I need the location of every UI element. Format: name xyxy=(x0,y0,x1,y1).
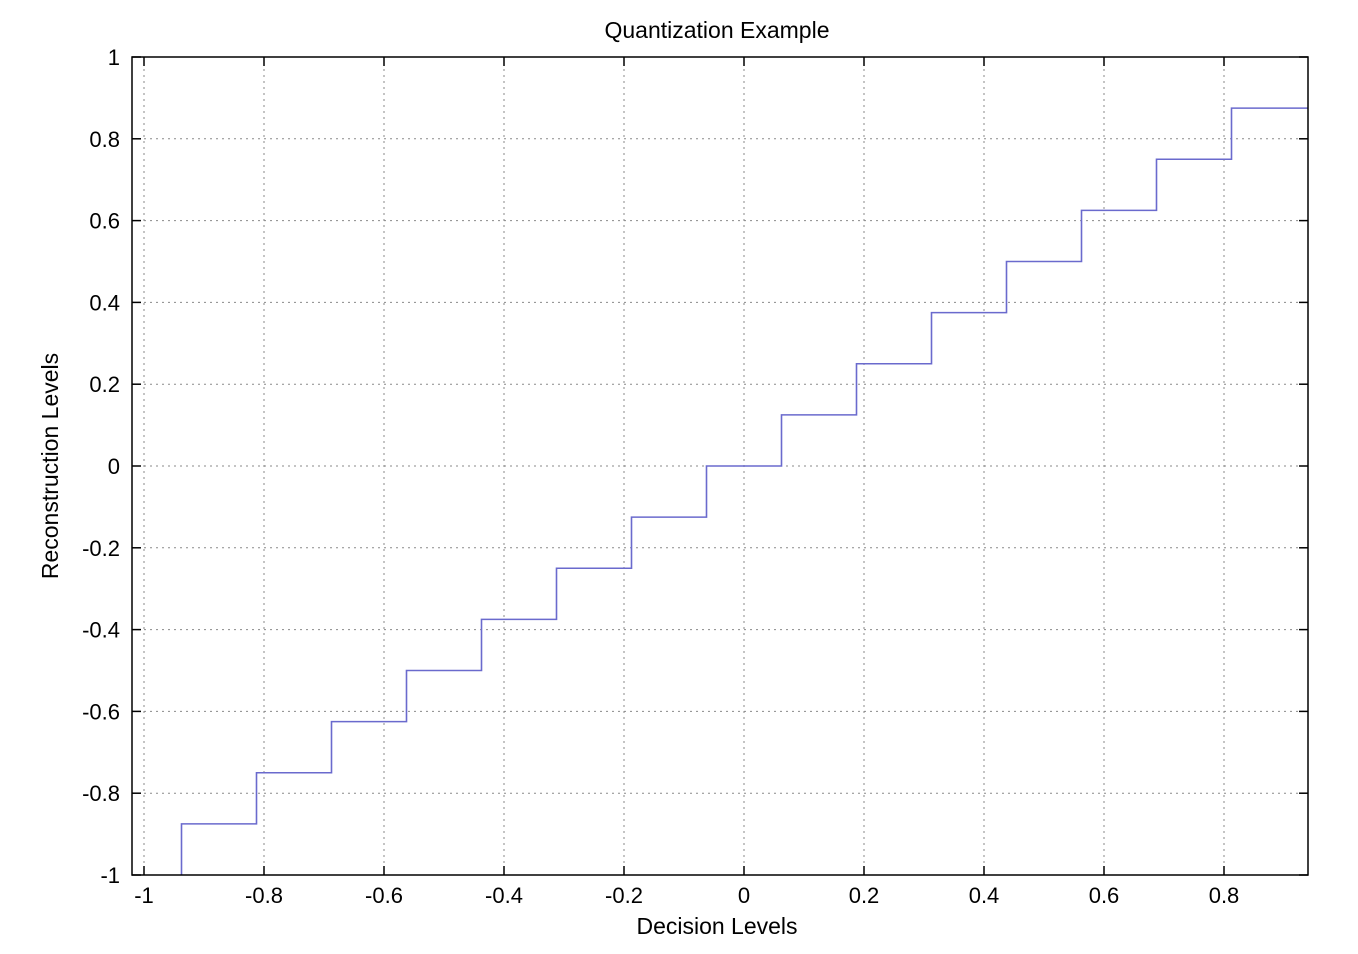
chart-title: Quantization Example xyxy=(604,17,829,43)
x-tick-label: 0.2 xyxy=(849,883,880,908)
x-tick-label: 0 xyxy=(738,883,750,908)
y-tick-labels: -1 -0.8 -0.6 -0.4 -0.2 0 0.2 0.4 0.6 0.8 1 xyxy=(82,45,120,888)
series-layer xyxy=(180,107,1308,875)
y-tick-label: 0.2 xyxy=(89,372,120,397)
y-axis-label: Reconstruction Levels xyxy=(37,353,63,579)
x-tick-labels: -1 -0.8 -0.6 -0.4 -0.2 0 0.2 0.4 0.6 0.8 xyxy=(134,883,1239,908)
x-tick-label: -1 xyxy=(134,883,154,908)
y-tick-label: -0.8 xyxy=(82,781,120,806)
y-tick-label: -0.2 xyxy=(82,536,120,561)
y-tick-label: -0.4 xyxy=(82,618,120,643)
y-tick-label: 0.4 xyxy=(89,290,120,315)
x-tick-label: 0.8 xyxy=(1209,883,1240,908)
x-tick-label: 0.6 xyxy=(1089,883,1120,908)
staircase-series-line xyxy=(180,107,1308,875)
x-tick-label: 0.4 xyxy=(969,883,1000,908)
y-tick-label: -1 xyxy=(100,863,120,888)
y-tick-label: 0 xyxy=(108,454,120,479)
x-tick-label: -0.6 xyxy=(365,883,403,908)
y-tick-label: 0.6 xyxy=(89,209,120,234)
y-tick-label: 0.8 xyxy=(89,127,120,152)
y-tick-label: 1 xyxy=(108,45,120,70)
x-tick-label: -0.4 xyxy=(485,883,523,908)
x-tick-label: -0.2 xyxy=(605,883,643,908)
x-axis-label: Decision Levels xyxy=(636,913,797,939)
tick-marks xyxy=(132,56,1308,876)
x-tick-label: -0.8 xyxy=(245,883,283,908)
y-tick-label: -0.6 xyxy=(82,699,120,724)
